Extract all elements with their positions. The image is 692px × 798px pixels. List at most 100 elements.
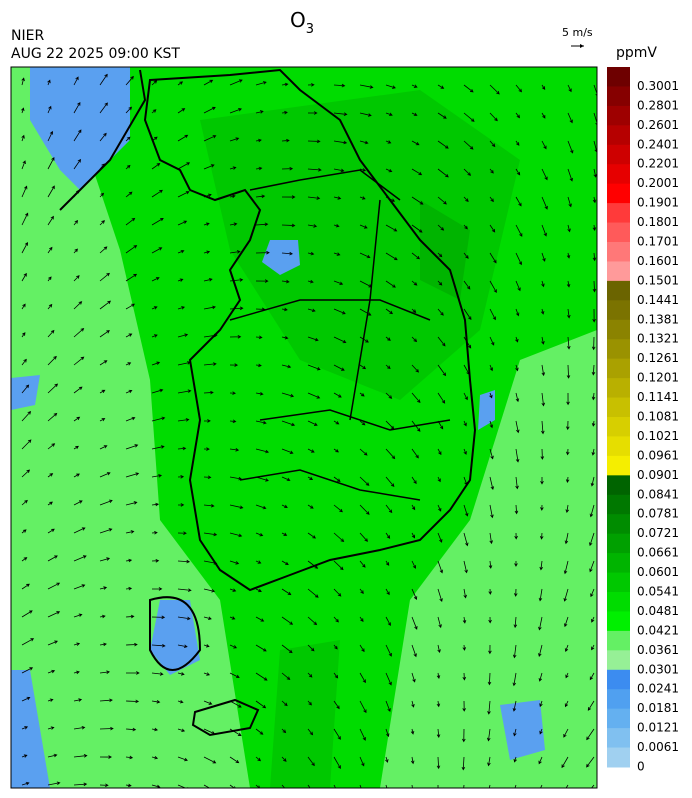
- wind-arrow: [307, 308, 316, 313]
- wind-arrow: [125, 333, 133, 338]
- wind-arrow: [203, 475, 212, 480]
- wind-arrow: [589, 672, 595, 681]
- wind-arrow: [333, 784, 337, 788]
- wind-arrow: [151, 80, 158, 86]
- colorbar-segment: [607, 708, 630, 729]
- colorbar-segment: [607, 436, 630, 457]
- wind-arrow: [307, 504, 314, 509]
- wind-arrow: [21, 241, 28, 254]
- agency: NIER: [11, 28, 44, 44]
- wind-arrow: [255, 560, 262, 564]
- colorbar-label: 0.0961: [637, 448, 679, 462]
- wind-arrow: [203, 616, 212, 621]
- province-border: [229, 169, 451, 501]
- wind-arrow: [281, 616, 294, 625]
- wind-arrow: [203, 362, 217, 366]
- wind-arrow: [411, 504, 416, 511]
- wind-arrow: [489, 252, 497, 264]
- wind-arrow: [47, 246, 53, 254]
- wind-arrow: [73, 473, 80, 478]
- wind-arrow: [567, 168, 573, 182]
- wind-arrow: [437, 364, 447, 377]
- colorbar-label: 0.1201: [637, 371, 679, 385]
- wind-arrow: [593, 168, 597, 178]
- colorbar-label: 0.1261: [637, 351, 679, 365]
- wind-arrow: [359, 252, 371, 259]
- wind-arrow: [592, 280, 597, 293]
- wind-arrow: [307, 560, 319, 569]
- wind-arrow: [307, 251, 315, 256]
- colorbar-segment: [607, 592, 630, 612]
- colorbar-segment: [607, 572, 630, 593]
- wind-arrow: [177, 306, 185, 310]
- wind-arrow: [99, 360, 108, 366]
- wind-arrow: [515, 392, 520, 403]
- wind-arrow: [359, 616, 364, 623]
- wind-arrow: [538, 644, 543, 657]
- colorbar-label: 0.0121: [637, 721, 679, 735]
- wind-arrow: [73, 158, 81, 170]
- wind-arrow: [203, 277, 213, 282]
- wind-arrow: [229, 250, 241, 254]
- wind-arrow: [567, 112, 573, 124]
- wind-arrow: [177, 108, 186, 114]
- wind-arrow: [47, 501, 53, 506]
- colorbar-segment: [607, 203, 630, 224]
- wind-arrow: [385, 224, 398, 232]
- wind-arrow: [73, 301, 83, 310]
- wind-arrow: [411, 448, 419, 459]
- wind-arrow: [538, 588, 543, 602]
- wind-arrow: [437, 420, 444, 430]
- wind-arrow: [515, 420, 520, 434]
- wind-arrow: [463, 84, 474, 93]
- wind-arrow: [151, 247, 163, 254]
- wind-arrow: [489, 420, 494, 429]
- wind-arrow: [47, 443, 56, 450]
- wind-arrow: [229, 756, 240, 764]
- low-ozone-sea: [30, 67, 130, 190]
- colorbar-segment: [607, 689, 630, 710]
- wind-arrow: [125, 75, 134, 86]
- wind-arrow: [177, 644, 188, 649]
- wind-arrow: [99, 783, 109, 788]
- wind-arrow: [411, 644, 417, 658]
- wind-arrow: [515, 140, 520, 146]
- colorbar-label: 0.0181: [637, 701, 679, 715]
- wind-arrow: [333, 588, 342, 597]
- wind-arrow: [73, 698, 83, 702]
- wind-arrow: [307, 784, 311, 788]
- wind-arrow: [540, 448, 545, 460]
- wind-arrow: [436, 672, 441, 679]
- wind-arrow: [255, 110, 264, 114]
- wind-arrow: [177, 446, 187, 451]
- colorbar-segment: [607, 397, 630, 418]
- wind-arrow: [463, 784, 465, 788]
- wind-arrow: [333, 616, 339, 623]
- wind-arrow: [567, 224, 571, 233]
- wind-arrow: [565, 672, 569, 679]
- wind-arrow: [307, 420, 318, 426]
- wind-arrow: [359, 476, 370, 486]
- wind-arrow: [437, 252, 443, 258]
- wind-arrow: [359, 112, 372, 117]
- wind-arrow: [203, 532, 218, 537]
- wind-arrow: [567, 196, 572, 208]
- wind-arrow: [47, 528, 55, 534]
- wind-arrow: [255, 138, 262, 143]
- wind-arrow: [255, 81, 267, 86]
- wind-arrow: [21, 726, 29, 730]
- wind-arrow: [359, 196, 366, 200]
- wind-arrow: [177, 333, 189, 338]
- wind-arrow: [21, 332, 26, 338]
- wind-arrow: [385, 196, 396, 202]
- wind-arrow: [177, 672, 185, 676]
- wind-arrow: [125, 136, 131, 142]
- wind-arrow: [333, 420, 340, 425]
- colorbar-segment: [607, 475, 630, 496]
- colorbar-label: 0.1901: [637, 196, 679, 210]
- wind-arrow: [203, 672, 211, 676]
- wind-arrow: [125, 586, 133, 591]
- wind-arrow: [565, 448, 570, 456]
- wind-arrow: [151, 361, 161, 366]
